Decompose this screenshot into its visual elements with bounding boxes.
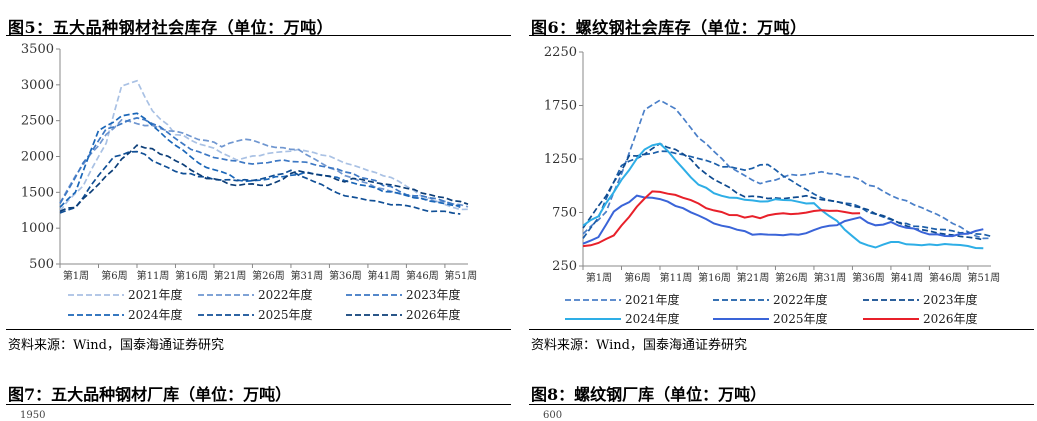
y-tick-label: 1250 xyxy=(544,152,577,167)
x-tick-label: 第21周 xyxy=(214,269,247,282)
series-line xyxy=(59,117,461,209)
legend-label: 2021年度 xyxy=(625,292,680,307)
next-chart-title: 图8：螺纹钢厂库（单位：万吨） xyxy=(531,385,767,404)
series-line xyxy=(582,190,861,248)
title-rule xyxy=(6,35,511,36)
y-tick-label: 3000 xyxy=(21,78,54,93)
next-title-rule xyxy=(529,404,1034,405)
chart-title: 图5：五大品种钢材社会库存（单位：万吨） xyxy=(8,18,334,37)
next-chart-axis-top: 1950 xyxy=(20,410,46,421)
title-rule xyxy=(529,35,1034,36)
chart-panel-inventory-five-products: 图5：五大品种钢材社会库存（单位：万吨） 500 1000 1500 2000 2500… xyxy=(6,0,511,421)
x-tick-label: 第36周 xyxy=(852,271,885,284)
x-tick-label: 第6周 xyxy=(101,269,127,282)
x-tick-label: 第6周 xyxy=(624,271,650,284)
x-tick-label: 第21周 xyxy=(737,271,770,284)
series-line xyxy=(582,194,984,245)
legend-label: 2022年度 xyxy=(773,292,828,307)
y-tick-label: 2250 xyxy=(544,45,577,60)
legend-label: 2025年度 xyxy=(258,307,313,322)
next-chart-title: 图7：五大品种钢材厂库（单位：万吨） xyxy=(8,385,292,404)
series-line xyxy=(59,79,469,212)
source-note: 资料来源：Wind，国泰海通证券研究 xyxy=(531,338,747,353)
legend-label: 2021年度 xyxy=(128,287,183,302)
x-tick-label: 第16周 xyxy=(175,269,208,282)
x-tick-label: 第1周 xyxy=(63,269,89,282)
legend-label: 2023年度 xyxy=(923,292,978,307)
chart-title: 图6：螺纹钢社会库存（单位：万吨） xyxy=(531,18,807,37)
x-tick-label: 第31周 xyxy=(291,269,324,282)
series-line xyxy=(582,150,992,239)
legend-label: 2024年度 xyxy=(128,307,183,322)
series-line xyxy=(582,142,984,241)
y-tick-label: 1500 xyxy=(21,185,54,200)
x-tick-label: 第51周 xyxy=(445,269,478,282)
y-tick-label: 250 xyxy=(552,259,577,274)
series-line xyxy=(59,150,461,215)
legend-label: 2025年度 xyxy=(773,311,828,326)
y-tick-label: 2500 xyxy=(21,114,54,129)
y-tick-label: 1750 xyxy=(544,99,577,114)
x-tick-label: 第36周 xyxy=(329,269,362,282)
x-tick-label: 第41周 xyxy=(368,269,401,282)
y-tick-label: 500 xyxy=(29,257,54,272)
chart-panel-inventory-rebar: 图6：螺纹钢社会库存（单位：万吨） 250 750 1250 1750 2250 第1周第… xyxy=(529,0,1034,421)
x-tick-label: 第31周 xyxy=(814,271,847,284)
x-tick-label: 第16周 xyxy=(698,271,731,284)
y-tick-label: 2000 xyxy=(21,150,54,165)
series-line xyxy=(59,144,469,213)
series-line xyxy=(582,142,984,250)
x-tick-label: 第11周 xyxy=(137,269,170,282)
legend-label: 2023年度 xyxy=(406,287,461,302)
next-title-rule xyxy=(6,404,511,405)
series-line xyxy=(59,118,469,208)
legend-label: 2026年度 xyxy=(923,311,978,326)
next-chart-axis-top: 600 xyxy=(543,410,563,421)
legend-label: 2022年度 xyxy=(258,287,313,302)
x-tick-label: 第1周 xyxy=(586,271,612,284)
source-rule xyxy=(6,329,511,330)
x-tick-label: 第26周 xyxy=(252,269,285,282)
x-tick-label: 第11周 xyxy=(660,271,693,284)
series-line xyxy=(59,112,461,208)
y-tick-label: 3500 xyxy=(21,42,54,57)
legend-label: 2024年度 xyxy=(625,311,680,326)
line-chart: 500 1000 1500 2000 2500 3000 3500 第1周 第6周 第11周 第16… xyxy=(21,42,478,322)
y-tick-label: 750 xyxy=(552,206,577,221)
x-tick-label: 第26周 xyxy=(775,271,808,284)
source-note: 资料来源：Wind，国泰海通证券研究 xyxy=(8,338,224,353)
series-line xyxy=(582,99,992,240)
source-rule xyxy=(529,329,1034,330)
x-tick-label: 第46周 xyxy=(929,271,962,284)
line-chart: 250 750 1250 1750 2250 第1周 第6周 第11周 第16周 第21周 第26周… xyxy=(544,45,1001,326)
x-tick-label: 第51周 xyxy=(968,271,1001,284)
y-tick-label: 1000 xyxy=(21,221,54,236)
x-tick-label: 第41周 xyxy=(891,271,924,284)
legend-label: 2026年度 xyxy=(406,307,461,322)
x-tick-label: 第46周 xyxy=(406,269,439,282)
